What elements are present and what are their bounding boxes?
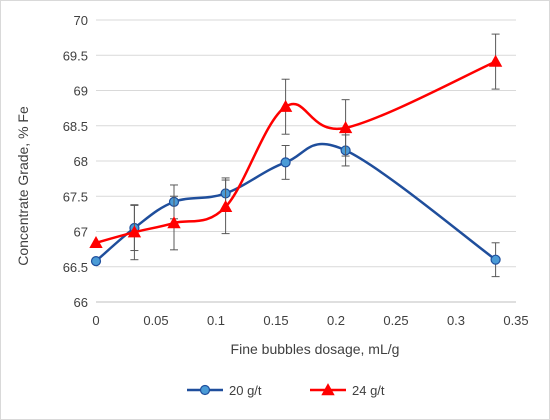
data-point xyxy=(218,200,233,213)
data-point xyxy=(89,235,103,248)
y-tick-label: 67 xyxy=(74,225,88,240)
legend-item-2: 24 g/t xyxy=(310,383,385,398)
x-tick-label: 0.1 xyxy=(207,313,225,328)
x-axis-title: Fine bubbles dosage, mL/g xyxy=(231,341,400,357)
legend-label: 20 g/t xyxy=(229,383,262,398)
y-tick-label: 66 xyxy=(74,295,88,310)
y-tick-label: 69.5 xyxy=(63,48,88,63)
legend: 20 g/t 24 g/t xyxy=(187,383,385,398)
data-point xyxy=(488,54,503,67)
y-tick-label: 68.5 xyxy=(63,119,88,134)
y-tick-labels: 66 66.5 67 67.5 68 68.5 69 69.5 70 xyxy=(63,13,88,310)
series-line xyxy=(95,142,497,263)
y-tick-label: 66.5 xyxy=(63,260,88,275)
data-point xyxy=(90,256,102,267)
legend-marker xyxy=(199,384,211,396)
x-tick-label: 0.15 xyxy=(263,313,288,328)
x-tick-label: 0.35 xyxy=(503,313,528,328)
y-tick-label: 70 xyxy=(74,13,88,28)
series-2 xyxy=(89,33,503,261)
legend-item-1: 20 g/t xyxy=(187,383,262,398)
y-tick-label: 69 xyxy=(74,84,88,99)
x-tick-labels: 0 0.05 0.1 0.15 0.2 0.25 0.3 0.35 xyxy=(92,313,528,328)
legend-label: 24 g/t xyxy=(352,383,385,398)
data-point xyxy=(280,157,291,168)
data-point xyxy=(127,225,142,238)
y-tick-label: 68 xyxy=(74,154,88,169)
x-tick-label: 0.05 xyxy=(143,313,168,328)
data-point xyxy=(490,254,501,265)
data-point xyxy=(278,99,293,112)
series-layer xyxy=(89,33,503,278)
y-axis-title: Concentrate Grade, % Fe xyxy=(15,106,31,266)
data-point xyxy=(338,121,353,134)
x-tick-label: 0.2 xyxy=(327,313,345,328)
gridlines xyxy=(96,19,516,303)
x-tick-label: 0 xyxy=(92,313,99,328)
series-1 xyxy=(90,134,501,278)
x-tick-label: 0.3 xyxy=(447,313,465,328)
x-tick-label: 0.25 xyxy=(383,313,408,328)
data-point xyxy=(167,216,181,229)
legend-marker xyxy=(321,383,335,396)
y-tick-label: 67.5 xyxy=(63,189,88,204)
series-line xyxy=(95,60,497,244)
